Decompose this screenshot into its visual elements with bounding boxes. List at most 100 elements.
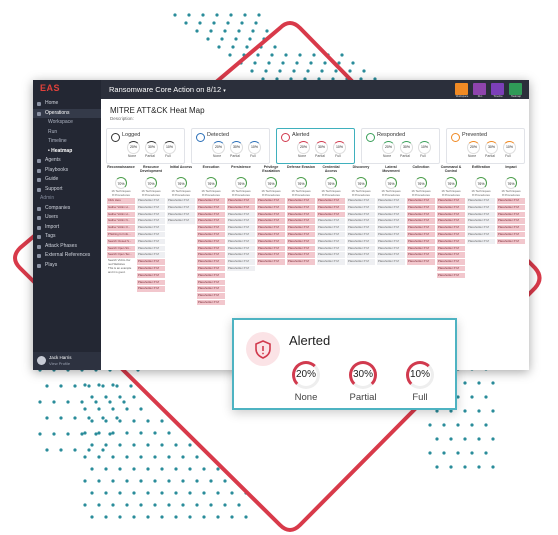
technique-cell[interactable]: Placeholder XYZ xyxy=(257,252,285,258)
technique-cell[interactable]: Placeholder XYZ xyxy=(437,225,465,231)
summary-card-logged[interactable]: Logged 20% None 30% Partial 10% Full xyxy=(106,128,185,164)
technique-cell[interactable]: Placeholder XYZ xyxy=(317,204,345,211)
technique-cell[interactable]: Placeholder XYZ xyxy=(197,272,225,279)
technique-cell[interactable]: Placeholder XYZ xyxy=(407,204,435,211)
technique-cell[interactable]: Placeholder XYZ xyxy=(497,198,525,204)
technique-cell[interactable]: Placeholder XYZ xyxy=(227,231,255,238)
technique-cell[interactable]: Placeholder XYZ xyxy=(377,204,405,211)
technique-cell[interactable]: Placeholder XYZ xyxy=(137,218,165,224)
technique-cell[interactable]: Placeholder XYZ xyxy=(497,231,525,238)
technique-cell[interactable]: Placeholder XYZ xyxy=(167,204,195,211)
technique-cell[interactable]: Placeholder XYZ xyxy=(437,204,465,211)
technique-cell[interactable]: Placeholder XYZ xyxy=(197,211,225,218)
technique-cell[interactable]: Placeholder XYZ xyxy=(137,204,165,211)
technique-cell[interactable]: Placeholder XYZ xyxy=(197,293,225,299)
technique-cell[interactable]: Placeholder XYZ xyxy=(347,225,375,231)
technique-cell[interactable]: Placeholder XYZ xyxy=(317,245,345,252)
technique-cell[interactable]: Placeholder XYZ xyxy=(407,245,435,252)
technique-cell[interactable]: Placeholder XYZ xyxy=(347,238,375,245)
technique-cell[interactable]: Placeholder XYZ xyxy=(197,279,225,286)
technique-cell[interactable]: Placeholder XYZ xyxy=(287,218,315,224)
technique-cell[interactable]: Placeholder XYZ xyxy=(257,204,285,211)
summary-card-alerted[interactable]: Alerted 20% None 30% Partial 10% Full xyxy=(276,128,355,164)
technique-cell[interactable]: Search Closed S... xyxy=(107,238,135,245)
technique-cell[interactable]: Placeholder XYZ xyxy=(197,198,225,204)
summary-card-responded[interactable]: Responded 20% None 30% Partial 10% Full xyxy=(361,128,440,164)
technique-cell[interactable]: Placeholder XYZ xyxy=(287,252,315,258)
technique-cell[interactable]: Placeholder XYZ xyxy=(467,218,495,224)
technique-cell[interactable]: Phishing for Info... xyxy=(107,231,135,238)
sidebar-item-home[interactable]: Home xyxy=(33,99,101,109)
technique-cell[interactable]: Placeholder XYZ xyxy=(137,286,165,292)
technique-cell[interactable]: Placeholder XYZ xyxy=(197,299,225,306)
technique-cell[interactable]: Gather Victim N... xyxy=(107,218,135,224)
technique-cell[interactable]: Placeholder XYZ xyxy=(257,245,285,252)
summary-card-detected[interactable]: Detected 20% None 30% Partial 10% Full xyxy=(191,128,270,164)
sidebar-item-import[interactable]: Import xyxy=(33,223,101,233)
technique-cell[interactable]: Placeholder XYZ xyxy=(407,231,435,238)
technique-cell[interactable]: Placeholder XYZ xyxy=(497,204,525,211)
sidebar-item-playbooks[interactable]: Playbooks xyxy=(33,166,101,176)
technique-cell[interactable]: Placeholder XYZ xyxy=(197,231,225,238)
sidebar-item-run[interactable]: Run xyxy=(33,128,101,138)
technique-cell[interactable]: Placeholder XYZ xyxy=(257,231,285,238)
technique-cell[interactable]: Placeholder XYZ xyxy=(257,198,285,204)
toolbar-button-workspace[interactable] xyxy=(455,83,468,95)
technique-cell[interactable]: Placeholder XYZ xyxy=(227,259,255,265)
sidebar-item-attackphases[interactable]: Attack Phases xyxy=(33,242,101,252)
technique-cell[interactable]: Placeholder XYZ xyxy=(227,218,255,224)
sidebar-item-users[interactable]: Users xyxy=(33,213,101,223)
technique-cell[interactable]: Placeholder XYZ xyxy=(377,252,405,258)
technique-cell[interactable]: Placeholder XYZ xyxy=(347,198,375,204)
sidebar-item-workspace[interactable]: Workspace xyxy=(33,118,101,128)
technique-cell[interactable]: Placeholder XYZ xyxy=(137,211,165,218)
technique-cell[interactable]: Placeholder XYZ xyxy=(437,198,465,204)
technique-cell[interactable]: Placeholder XYZ xyxy=(197,238,225,245)
technique-cell[interactable]: Placeholder XYZ xyxy=(287,259,315,265)
technique-cell[interactable]: Placeholder XYZ xyxy=(287,198,315,204)
technique-cell[interactable]: Placeholder XYZ xyxy=(437,259,465,265)
technique-cell[interactable]: Placeholder XYZ xyxy=(317,259,345,265)
technique-cell[interactable]: This is an example and it is good. xyxy=(107,267,135,275)
chevron-down-icon[interactable]: ▾ xyxy=(223,88,226,94)
technique-cell[interactable]: Placeholder XYZ xyxy=(437,252,465,258)
technique-cell[interactable]: Gather Victim O... xyxy=(107,225,135,231)
technique-cell[interactable]: Placeholder XYZ xyxy=(317,198,345,204)
technique-cell[interactable]: Placeholder XYZ xyxy=(347,211,375,218)
technique-cell[interactable]: Placeholder XYZ xyxy=(407,252,435,258)
technique-cell[interactable]: Placeholder XYZ xyxy=(137,245,165,252)
technique-cell[interactable]: Placeholder XYZ xyxy=(197,225,225,231)
technique-cell[interactable]: Placeholder XYZ xyxy=(437,238,465,245)
technique-cell[interactable]: Click Here xyxy=(107,198,135,204)
technique-cell[interactable]: Placeholder XYZ xyxy=(377,198,405,204)
technique-cell[interactable]: Placeholder XYZ xyxy=(197,259,225,265)
technique-cell[interactable]: Placeholder XYZ xyxy=(197,252,225,258)
technique-cell[interactable]: Placeholder XYZ xyxy=(227,265,255,272)
technique-cell[interactable]: Placeholder XYZ xyxy=(227,204,255,211)
operation-title[interactable]: Ransomware Core Action on 8/12 ▾ xyxy=(109,85,226,94)
technique-cell[interactable]: Placeholder XYZ xyxy=(377,238,405,245)
technique-cell[interactable]: Placeholder XYZ xyxy=(287,238,315,245)
technique-cell[interactable]: Placeholder XYZ xyxy=(347,204,375,211)
technique-cell[interactable]: Placeholder XYZ xyxy=(167,218,195,224)
technique-cell[interactable]: Gather Victim H... xyxy=(107,204,135,211)
alerted-card-zoom[interactable]: Alerted 20% None 30% Partial 10% Full xyxy=(232,318,457,410)
technique-cell[interactable]: Placeholder XYZ xyxy=(137,279,165,286)
technique-cell[interactable]: Placeholder XYZ xyxy=(137,198,165,204)
technique-cell[interactable]: Placeholder XYZ xyxy=(317,238,345,245)
technique-cell[interactable]: Placeholder XYZ xyxy=(377,218,405,224)
technique-cell[interactable]: Placeholder XYZ xyxy=(137,272,165,279)
technique-cell[interactable]: Placeholder XYZ xyxy=(467,225,495,231)
technique-cell[interactable]: Placeholder XYZ xyxy=(257,259,285,265)
technique-cell[interactable]: Placeholder XYZ xyxy=(407,198,435,204)
sidebar-item-externalreferences[interactable]: External References xyxy=(33,251,101,261)
sidebar-item-companies[interactable]: Companies xyxy=(33,204,101,214)
technique-cell[interactable]: Placeholder XYZ xyxy=(197,204,225,211)
technique-cell[interactable]: Placeholder XYZ xyxy=(257,225,285,231)
toolbar-button-heatmap[interactable] xyxy=(509,83,522,95)
sidebar-item-plays[interactable]: Plays xyxy=(33,261,101,271)
technique-cell[interactable]: Placeholder XYZ xyxy=(467,204,495,211)
sidebar-item-guide[interactable]: Guide xyxy=(33,175,101,185)
technique-cell[interactable]: Placeholder XYZ xyxy=(317,231,345,238)
view-profile-link[interactable]: View Profile xyxy=(49,361,71,366)
